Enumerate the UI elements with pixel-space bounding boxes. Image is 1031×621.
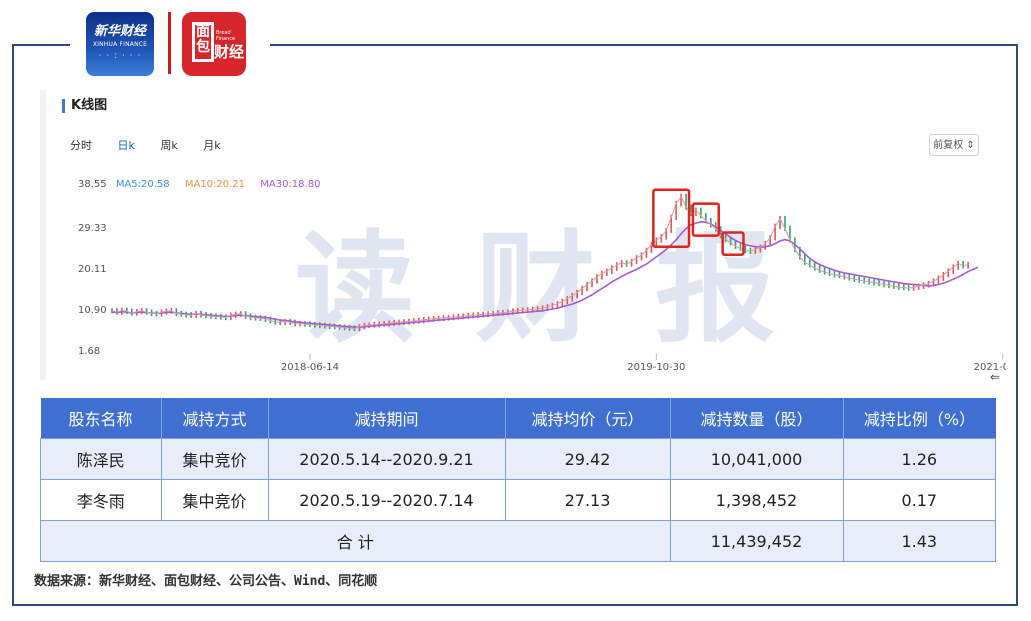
series-line-price xyxy=(111,195,969,330)
period-tabs: 分时 日k 周k 月k xyxy=(70,137,243,153)
th-holder: 股东名称 xyxy=(40,398,162,439)
content-frame xyxy=(12,44,1018,606)
total-ratio: 1.43 xyxy=(842,520,996,562)
x-tick-label: 2019-10-30 xyxy=(627,362,685,373)
kline-chart: 读财报 1.68 10.90 20.11 29.33 2018-06-14 2019-10-… xyxy=(78,188,1006,373)
y-top-value: 38.55 xyxy=(78,179,107,190)
y-tick-label: 20.11 xyxy=(78,264,107,275)
adjust-select[interactable]: 前复权 ⇕ xyxy=(929,134,979,156)
th-method: 减持方式 xyxy=(161,398,269,439)
cell: 集中竞价 xyxy=(160,438,269,480)
th-quantity: 减持数量（股） xyxy=(670,398,844,439)
highlight-box xyxy=(721,231,745,256)
cell: 2020.5.19--2020.7.14 xyxy=(267,479,506,521)
tab-daily[interactable]: 日k xyxy=(117,139,135,152)
table-header-row: 股东名称 减持方式 减持期间 减持均价（元） 减持数量（股） 减持比例（%） xyxy=(40,398,996,439)
ma5-label: MA5:20.58 xyxy=(115,179,170,190)
cell: 10,041,000 xyxy=(669,438,844,480)
highlight-box xyxy=(691,202,720,237)
mianbao-finance-logo: 面包 Bread Finance 财经 xyxy=(182,12,246,76)
cell: 李冬雨 xyxy=(40,479,162,521)
cell: 27.13 xyxy=(504,479,671,521)
cell: 1.26 xyxy=(842,438,996,480)
xinhua-finance-logo: 新华财经 XINHUA FINANCE · · : · · · xyxy=(86,12,154,76)
highlight-box xyxy=(652,188,691,248)
th-ratio: 减持比例（%） xyxy=(843,398,996,439)
tab-intraday[interactable]: 分时 xyxy=(70,139,92,152)
x-tick-label: 2021-03-16 xyxy=(974,362,1006,373)
panel-shade xyxy=(40,90,46,380)
series-line-ma30 xyxy=(111,220,979,328)
th-price: 减持均价（元） xyxy=(505,398,671,439)
table-row: 陈泽民 集中竞价 2020.5.14--2020.9.21 29.42 10,0… xyxy=(40,438,996,480)
x-tick-label: 2018-06-14 xyxy=(281,362,339,373)
cell: 1,398,452 xyxy=(669,479,844,521)
data-source: 数据来源：新华财经、面包财经、公司公告、Wind、同花顺 xyxy=(34,574,378,589)
cell: 陈泽民 xyxy=(40,438,162,480)
ma10-label: MA10:20.21 xyxy=(184,179,246,190)
cell: 集中竞价 xyxy=(160,479,269,521)
cell: 29.42 xyxy=(504,438,671,480)
total-quantity: 11,439,452 xyxy=(669,520,844,562)
kline-panel: K线图 分时 日k 周k 月k 前复权 ⇕ 38.55 MA5:20.58 MA… xyxy=(40,90,1006,386)
back-arrow-icon[interactable]: ⇐ xyxy=(990,370,1001,384)
y-tick-label: 29.33 xyxy=(78,223,107,234)
tab-monthly[interactable]: 月k xyxy=(203,139,221,152)
ma-legend: 38.55 MA5:20.58 MA10:20.21 MA30:18.80 xyxy=(78,179,332,190)
reduction-table: 股东名称 减持方式 减持期间 减持均价（元） 减持数量（股） 减持比例（%） 陈… xyxy=(40,398,996,562)
cell: 0.17 xyxy=(842,479,996,521)
kline-title: K线图 xyxy=(62,99,107,113)
logo-separator xyxy=(168,12,171,74)
ma30-label: MA30:18.80 xyxy=(260,179,321,190)
y-tick-label: 10.90 xyxy=(78,305,107,316)
table-total-row: 合 计 11,439,452 1.43 xyxy=(40,520,996,562)
total-label: 合 计 xyxy=(40,520,671,562)
th-period: 减持期间 xyxy=(268,398,506,439)
y-tick-label: 1.68 xyxy=(78,346,100,357)
table-row: 李冬雨 集中竞价 2020.5.19--2020.7.14 27.13 1,39… xyxy=(40,479,996,521)
watermark-text: 读财报 xyxy=(295,220,835,359)
cell: 2020.5.14--2020.9.21 xyxy=(267,438,506,480)
tab-weekly[interactable]: 周k xyxy=(160,139,178,152)
